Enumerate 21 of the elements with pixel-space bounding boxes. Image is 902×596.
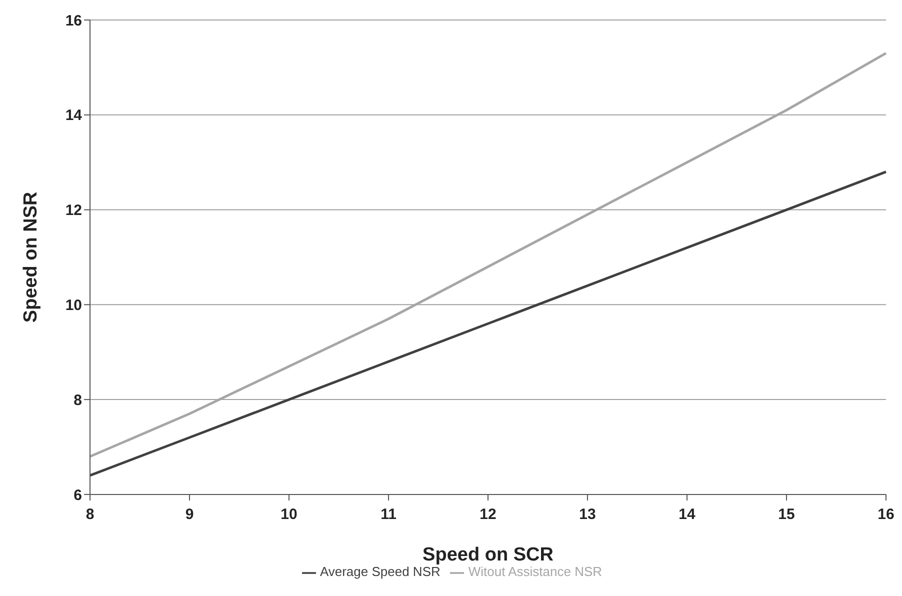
legend-label: Average Speed NSR <box>320 564 440 580</box>
y-tick-label: 14 <box>65 107 83 124</box>
y-tick-label: 16 <box>65 12 82 30</box>
x-tick-label: 10 <box>280 506 298 524</box>
x-tick-label: 13 <box>579 506 596 524</box>
line-series <box>88 170 888 477</box>
y-tick-label: 6 <box>74 486 82 504</box>
x-tick-label: 12 <box>480 506 496 524</box>
x-tick-label: 9 <box>185 506 194 524</box>
x-tick-label: 8 <box>86 506 94 524</box>
legend-label: Witout Assistance NSR <box>468 564 602 580</box>
x-tick-label: 15 <box>778 506 795 524</box>
x-tick-label: 14 <box>678 506 696 524</box>
y-tick-label: 8 <box>74 392 82 409</box>
y-tick-label: 10 <box>65 296 82 314</box>
x-tick-label: 16 <box>878 506 894 524</box>
y-tick-label: 12 <box>65 202 82 220</box>
x-axis-title: Speed on SCR <box>422 544 554 566</box>
x-tick-label: 11 <box>380 506 396 524</box>
line-series <box>88 52 888 458</box>
y-axis-title: Speed on NSR <box>20 191 42 323</box>
